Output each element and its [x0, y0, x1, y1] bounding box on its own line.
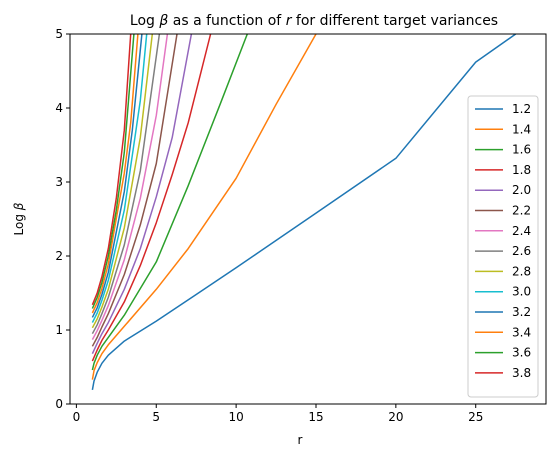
legend-label-3.8: 3.8 — [512, 366, 531, 380]
y-tick-label: 2 — [55, 249, 63, 263]
series-line-2.8 — [91, 34, 154, 329]
legend-label-3.2: 3.2 — [512, 305, 531, 319]
y-tick-label: 0 — [55, 397, 63, 411]
legend-label-2.0: 2.0 — [512, 183, 531, 197]
legend-label-3.4: 3.4 — [512, 325, 531, 339]
title-beta: β — [158, 13, 168, 29]
legend-label-1.4: 1.4 — [512, 122, 531, 136]
series-line-2.4 — [91, 34, 169, 340]
series-line-3.6 — [91, 34, 135, 309]
legend-label-3.0: 3.0 — [512, 285, 531, 299]
y-tick-label: 4 — [55, 101, 63, 115]
legend-label-3.6: 3.6 — [512, 346, 531, 360]
series-line-3.2 — [91, 34, 143, 318]
x-tick-label: 25 — [468, 410, 483, 424]
legend-label-2.2: 2.2 — [512, 204, 531, 218]
series-line-3.0 — [91, 34, 148, 323]
legend-label-1.6: 1.6 — [512, 143, 531, 157]
y-axis-label: Log β — [12, 202, 26, 235]
title-pre: Log — [130, 13, 159, 29]
series-line-3.8 — [91, 34, 132, 306]
legend-label-2.4: 2.4 — [512, 224, 531, 238]
series-line-1.4 — [91, 34, 317, 380]
legend: 1.2 1.4 1.6 1.8 2.0 2.2 2.4 2.6 2.8 3.0 3.2 3.4 3.6 3… — [467, 95, 539, 398]
series-line-2.0 — [91, 34, 193, 355]
series-line-2.2 — [91, 34, 178, 347]
title-mid: as a function of — [168, 13, 285, 29]
x-tick-label: 10 — [228, 410, 243, 424]
y-tick-label: 1 — [55, 323, 63, 337]
legend-frame — [467, 95, 539, 398]
x-axis-label: r — [298, 433, 303, 447]
y-tick-label: 5 — [55, 27, 63, 41]
ylabel-pre: Log — [12, 210, 26, 235]
y-tick-label: 3 — [55, 175, 63, 189]
x-tick-label: 15 — [308, 410, 323, 424]
series-line-1.8 — [91, 34, 212, 362]
title-r: r — [286, 13, 293, 29]
y-ticks: 0 1 2 3 4 5 — [55, 27, 70, 411]
legend-label-2.8: 2.8 — [512, 264, 531, 278]
plot-frame — [69, 33, 547, 405]
legend-label-1.8: 1.8 — [512, 163, 531, 177]
series-line-1.6 — [91, 34, 248, 371]
series-line-2.6 — [91, 34, 161, 335]
title-post: for different target variances — [291, 13, 498, 29]
x-tick-label: 0 — [73, 410, 81, 424]
chart-title: Log β as a function of r for different t… — [130, 13, 498, 29]
legend-label-2.6: 2.6 — [512, 244, 531, 258]
ylabel-beta: β — [12, 202, 26, 211]
legend-label-1.2: 1.2 — [512, 102, 531, 116]
x-ticks: 0 5 10 15 20 25 — [73, 404, 483, 424]
x-tick-label: 5 — [152, 410, 160, 424]
series-line-1.2 — [91, 34, 517, 391]
series-line-3.4 — [91, 34, 139, 314]
series-lines — [91, 34, 517, 391]
x-tick-label: 20 — [388, 410, 403, 424]
